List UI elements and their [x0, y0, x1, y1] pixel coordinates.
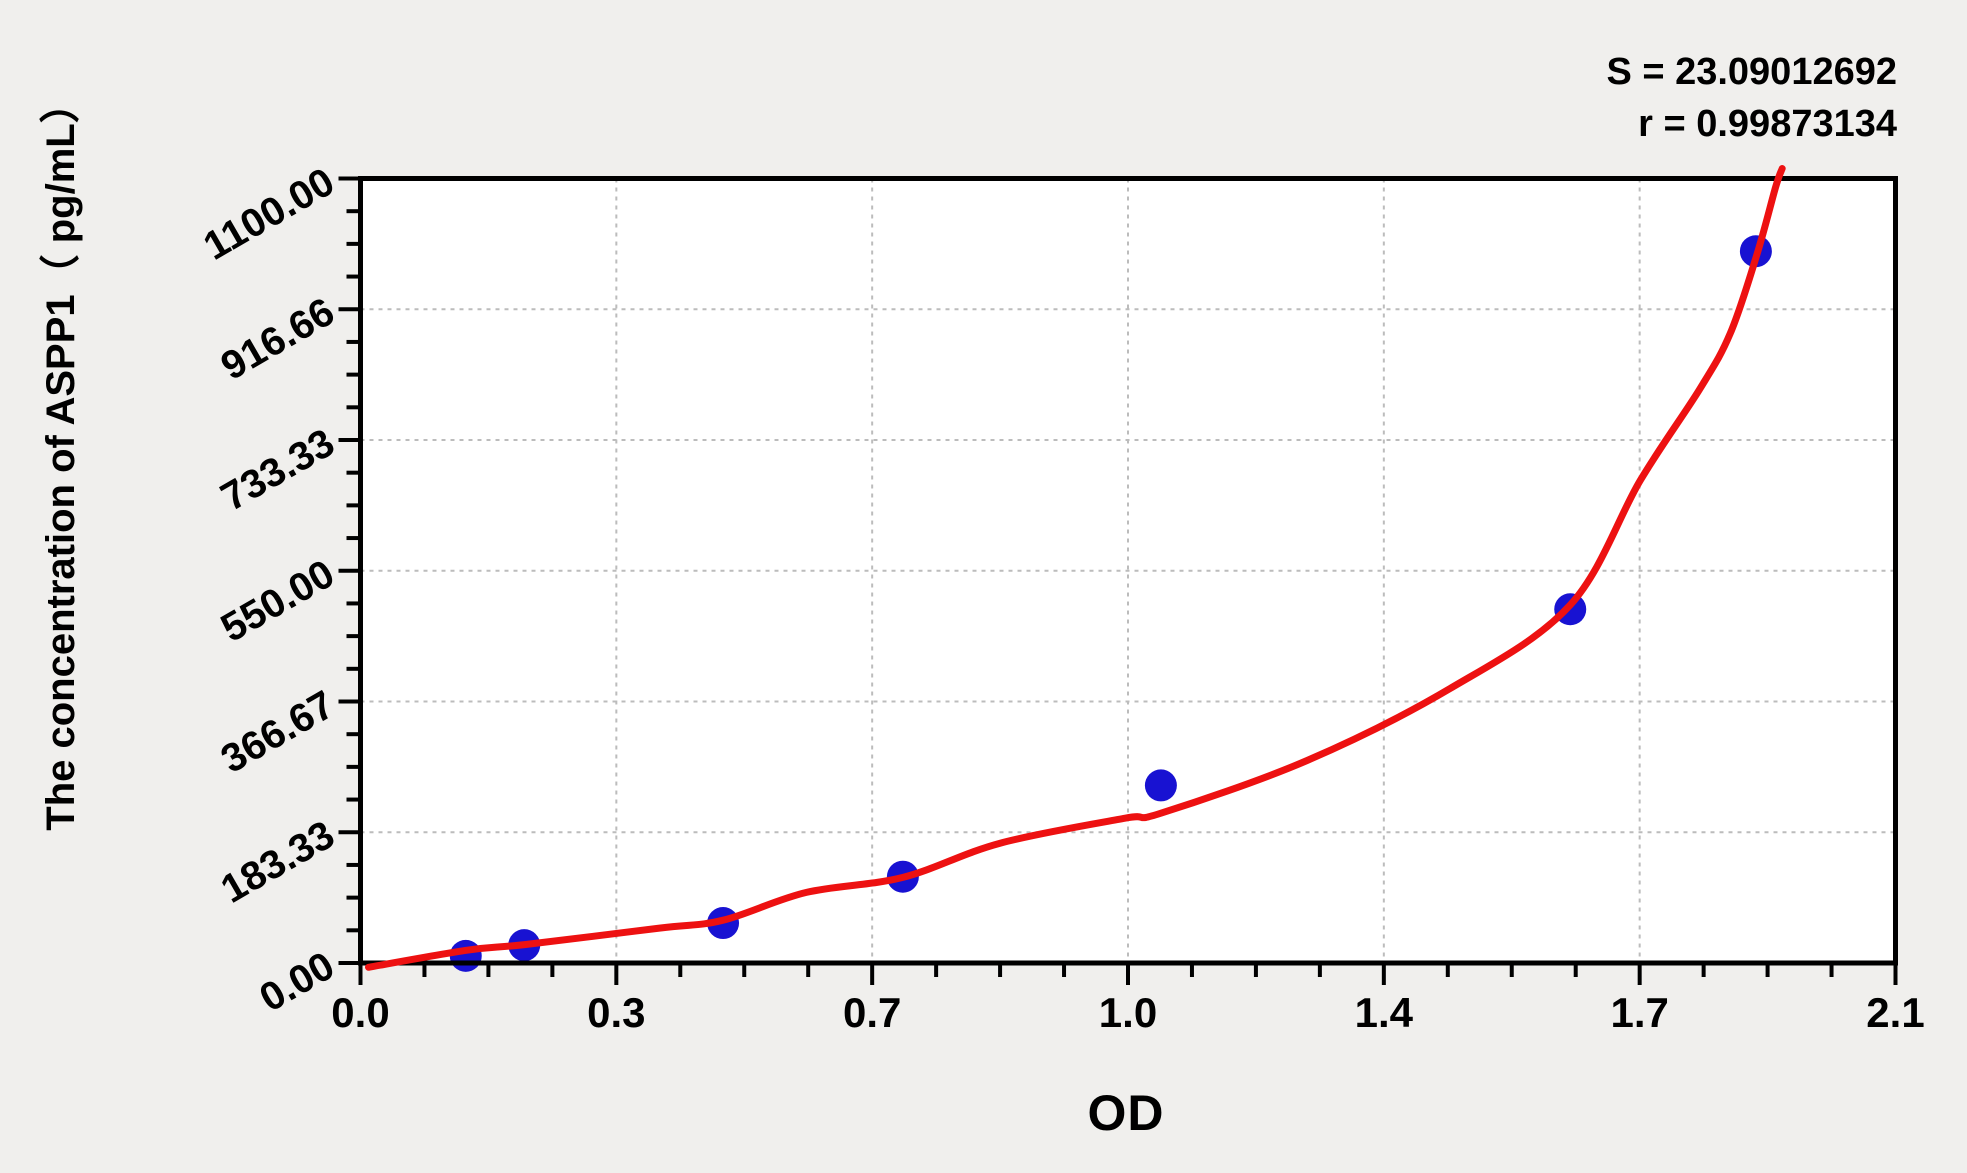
fit-stat-r: r = 0.99873134	[1638, 103, 1897, 145]
fit-statistics: S = 23.09012692 r = 0.99873134	[1606, 46, 1897, 150]
x-tick-label: 1.7	[1610, 989, 1669, 1036]
y-axis-title: The concentration of ASPP1（ pg/mL）	[39, 83, 83, 831]
x-tick-label: 2.1	[1866, 989, 1925, 1036]
x-tick-label: 0.7	[842, 989, 902, 1036]
data-point	[449, 939, 482, 972]
fit-curve	[365, 165, 1786, 971]
x-tick-label: 0.0	[331, 989, 390, 1036]
plot-frame	[358, 176, 1898, 966]
grid-lines	[360, 178, 1896, 963]
x-tick-label: 0.3	[587, 989, 646, 1036]
x-tick-label: 1.4	[1354, 989, 1414, 1036]
x-tick-label: 1.0	[1098, 989, 1158, 1036]
fit-stat-s: S = 23.09012692	[1606, 51, 1897, 93]
x-axis-title: OD	[1087, 1085, 1165, 1141]
data-point	[1144, 769, 1177, 802]
